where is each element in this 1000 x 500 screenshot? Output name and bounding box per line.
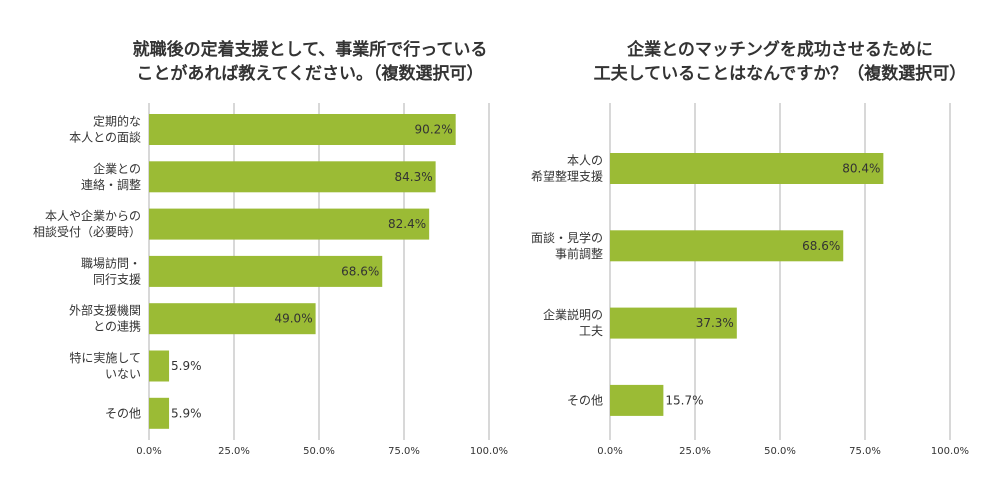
right-x-tick-label: 50.0% [764, 446, 796, 457]
left-x-tick-label: 0.0% [136, 446, 161, 457]
left-x-tick-label: 100.0% [470, 446, 508, 457]
right-chart-title-line-2: 工夫していることはなんですか？（複数選択可） [593, 64, 967, 84]
right-category-label: その他 [567, 393, 603, 407]
right-x-tick-label: 25.0% [679, 446, 711, 457]
left-x-tick-label: 75.0% [388, 446, 420, 457]
left-bar [149, 161, 436, 193]
right-category-label: 希望整理支援 [531, 169, 603, 184]
left-value-label: 68.6% [341, 264, 379, 278]
right-category-label: 本人の [567, 154, 603, 168]
right-x-tick-label: 0.0% [597, 446, 622, 457]
left-value-label: 5.9% [171, 359, 202, 373]
left-value-label: 84.3% [394, 170, 432, 184]
left-value-label: 49.0% [274, 312, 312, 326]
left-category-label: 企業との [93, 161, 141, 176]
left-category-label: 連絡・調整 [81, 177, 141, 192]
left-category-label: 定期的な [93, 114, 141, 129]
right-value-label: 37.3% [696, 316, 734, 330]
right-bar [610, 153, 884, 184]
left-category-label: いない [105, 367, 141, 381]
right-x-tick-label: 75.0% [849, 446, 881, 457]
right-category-label: 面談・見学の [531, 230, 603, 245]
right-x-tick-label: 100.0% [931, 446, 969, 457]
left-category-label: 職場訪問・ [81, 255, 141, 270]
right-chart-title: 企業とのマッチングを成功させるために 工夫していることはなんですか？（複数選択可… [540, 38, 1000, 86]
left-x-tick-label: 50.0% [303, 446, 335, 457]
left-chart-title-line-2: ことがあれば教えてください。（複数選択可） [136, 64, 484, 84]
left-value-label: 82.4% [388, 217, 426, 231]
right-value-label: 80.4% [842, 162, 880, 176]
right-chart-title-line-1: 企業とのマッチングを成功させるために [627, 40, 933, 60]
right-category-label: 事前調整 [555, 246, 603, 261]
left-bar [149, 208, 430, 240]
right-bar [610, 307, 737, 339]
left-bar [149, 114, 456, 145]
right-category-label: 企業説明の [543, 307, 603, 322]
right-value-label: 15.7% [665, 393, 703, 407]
left-value-label: 90.2% [415, 123, 453, 137]
left-chart-title-line-1: 就職後の定着支援として、事業所で行っている [132, 40, 488, 60]
left-x-tick-label: 25.0% [218, 446, 250, 457]
left-category-label: 特に実施して [69, 350, 141, 365]
left-category-label: その他 [105, 406, 141, 420]
left-bar [149, 255, 383, 287]
right-bar [610, 384, 664, 416]
left-chart-title: 就職後の定着支援として、事業所で行っている ことがあれば教えてください。（複数選… [60, 38, 560, 86]
left-category-label: 本人や企業からの [45, 208, 141, 223]
left-bar [149, 350, 170, 382]
right-value-label: 68.6% [802, 239, 840, 253]
left-category-label: 本人との面談 [69, 130, 141, 145]
left-category-label: 同行支援 [93, 272, 141, 286]
left-category-label: 相談受付（必要時） [33, 224, 141, 239]
left-category-label: 外部支援機関 [69, 303, 141, 318]
left-bar [149, 397, 170, 429]
right-bar [610, 230, 844, 262]
right-category-label: 工夫 [579, 324, 603, 338]
left-category-label: との連携 [93, 319, 141, 334]
left-value-label: 5.9% [171, 406, 202, 420]
left-bar [149, 303, 316, 335]
